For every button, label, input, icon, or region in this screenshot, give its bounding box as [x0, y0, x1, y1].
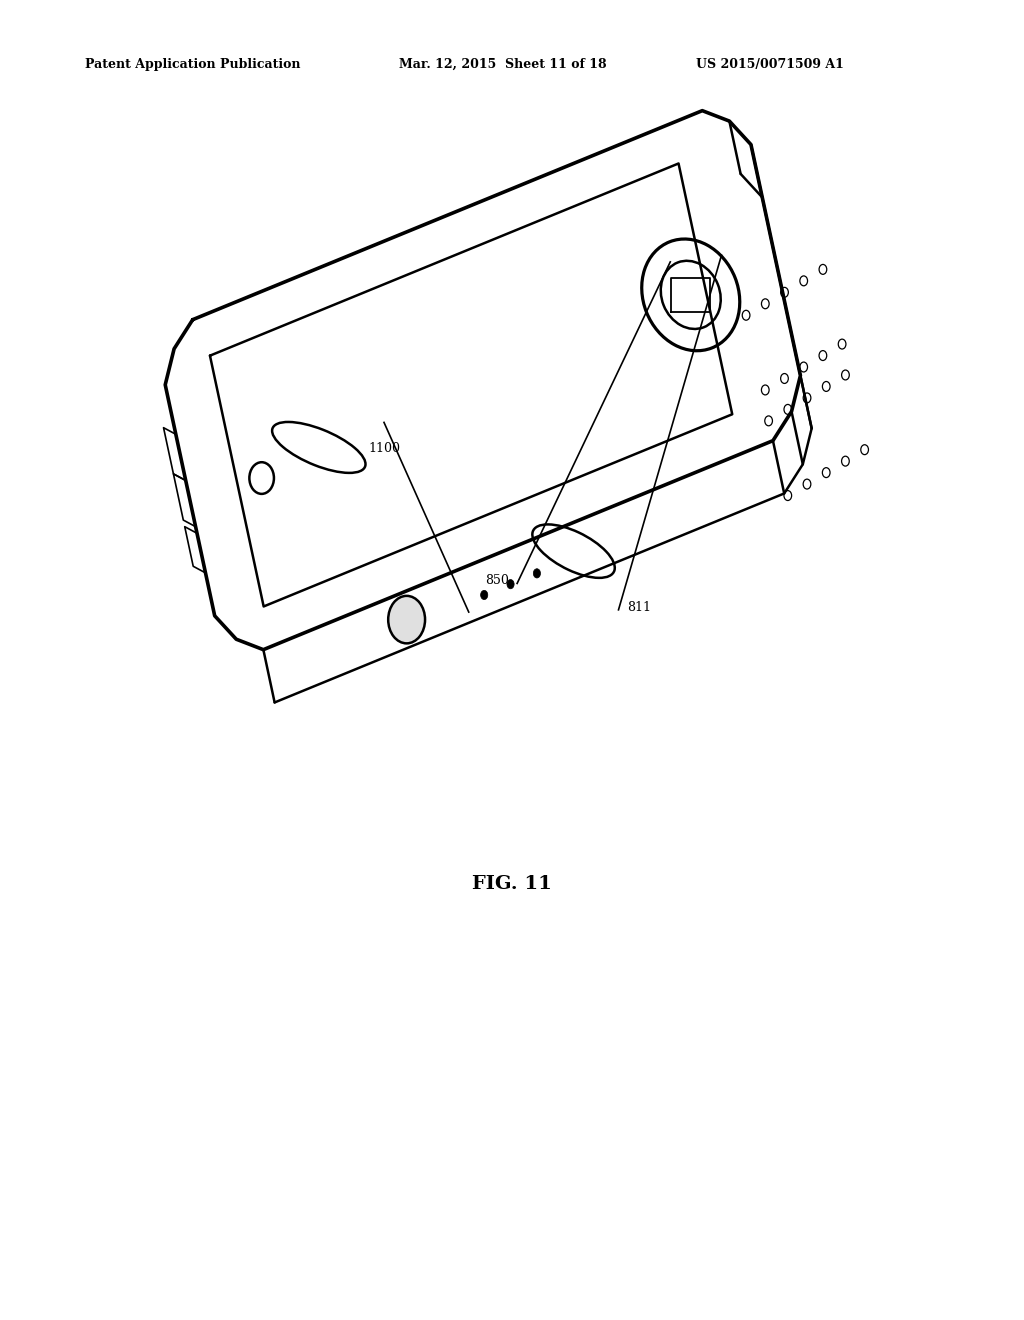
Circle shape	[803, 479, 811, 488]
Circle shape	[822, 467, 830, 478]
Circle shape	[762, 385, 769, 395]
Circle shape	[534, 569, 541, 578]
Circle shape	[507, 579, 514, 589]
Text: 1100: 1100	[368, 442, 400, 455]
Circle shape	[822, 381, 830, 392]
Text: 811: 811	[627, 601, 650, 614]
Text: US 2015/0071509 A1: US 2015/0071509 A1	[696, 58, 844, 71]
Text: FIG. 11: FIG. 11	[472, 875, 552, 894]
Circle shape	[780, 288, 788, 297]
Circle shape	[861, 445, 868, 454]
Circle shape	[780, 374, 788, 383]
Circle shape	[819, 264, 826, 275]
Circle shape	[842, 370, 849, 380]
Circle shape	[388, 595, 425, 643]
Text: 850: 850	[485, 574, 509, 587]
Circle shape	[819, 351, 826, 360]
Circle shape	[784, 404, 792, 414]
Circle shape	[765, 416, 772, 426]
Circle shape	[803, 393, 811, 403]
Circle shape	[784, 491, 792, 500]
Circle shape	[800, 276, 808, 286]
Circle shape	[762, 298, 769, 309]
Circle shape	[480, 590, 487, 599]
Text: Patent Application Publication: Patent Application Publication	[85, 58, 300, 71]
Circle shape	[842, 457, 849, 466]
Circle shape	[742, 310, 750, 321]
Text: Mar. 12, 2015  Sheet 11 of 18: Mar. 12, 2015 Sheet 11 of 18	[399, 58, 607, 71]
Circle shape	[800, 362, 808, 372]
Circle shape	[839, 339, 846, 348]
